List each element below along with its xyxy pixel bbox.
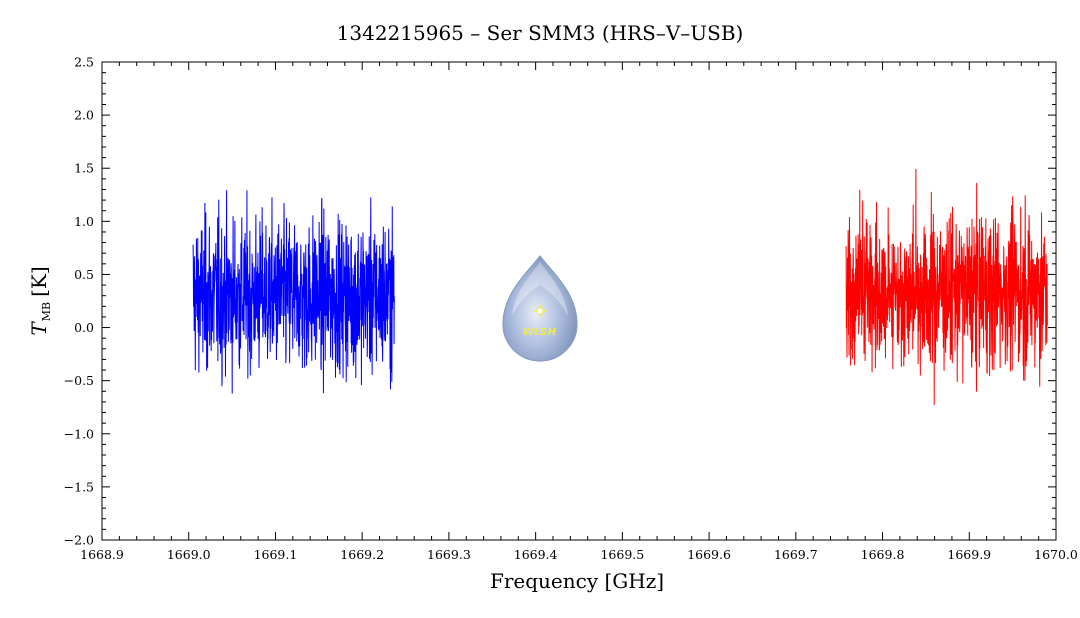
series-layer (192, 169, 1048, 405)
y-tick-label: 0.0 (74, 320, 94, 335)
x-tick-label: 1669.9 (947, 547, 991, 562)
y-tick-label: 1.0 (74, 214, 94, 229)
x-tick-label: 1670.0 (1034, 547, 1078, 562)
y-tick-label: 2.5 (74, 55, 94, 70)
y-tick-label: −2.0 (64, 533, 94, 548)
x-tick-label: 1669.2 (340, 547, 384, 562)
axes: 1668.9 1669.0 1669.1 1669.2 1669.3 1669.4 1669… (64, 55, 1078, 563)
x-tick-label: 1669.8 (861, 547, 905, 562)
chart-title: 1342215965 – Ser SMM3 (HRS–V–USB) (337, 21, 744, 45)
logo-text: WISH (523, 327, 557, 338)
y-axis-title: TMB [K] (27, 266, 53, 335)
series-line-1 (192, 190, 395, 394)
y-axis-unit: [K] (27, 266, 51, 297)
x-tick-label: 1669.7 (774, 547, 818, 562)
x-tick-label: 1669.3 (427, 547, 471, 562)
y-tick-label: −1.5 (64, 479, 94, 494)
x-tick-label: 1668.9 (80, 547, 124, 562)
x-tick-label: 1669.5 (600, 547, 644, 562)
y-tick-label: −1.0 (64, 426, 94, 441)
y-tick-label: 0.5 (74, 267, 94, 282)
wish-logo-icon: WISH (502, 254, 578, 362)
x-tick-label: 1669.6 (687, 547, 731, 562)
plot-frame (101, 61, 1057, 541)
y-tick-label: 2.0 (74, 108, 94, 123)
x-tick-label: 1669.1 (254, 547, 298, 562)
x-axis-title: Frequency [GHz] (490, 569, 664, 593)
series-line-2 (845, 169, 1048, 405)
star-icon (532, 303, 548, 319)
y-axis-symbol: T (27, 321, 51, 336)
y-tick-label: −0.5 (64, 373, 94, 388)
x-tick-label: 1669.4 (514, 547, 558, 562)
x-tick-label: 1669.0 (167, 547, 211, 562)
y-axis-subscript: MB (40, 302, 53, 321)
y-tick-label: 1.5 (74, 161, 94, 176)
